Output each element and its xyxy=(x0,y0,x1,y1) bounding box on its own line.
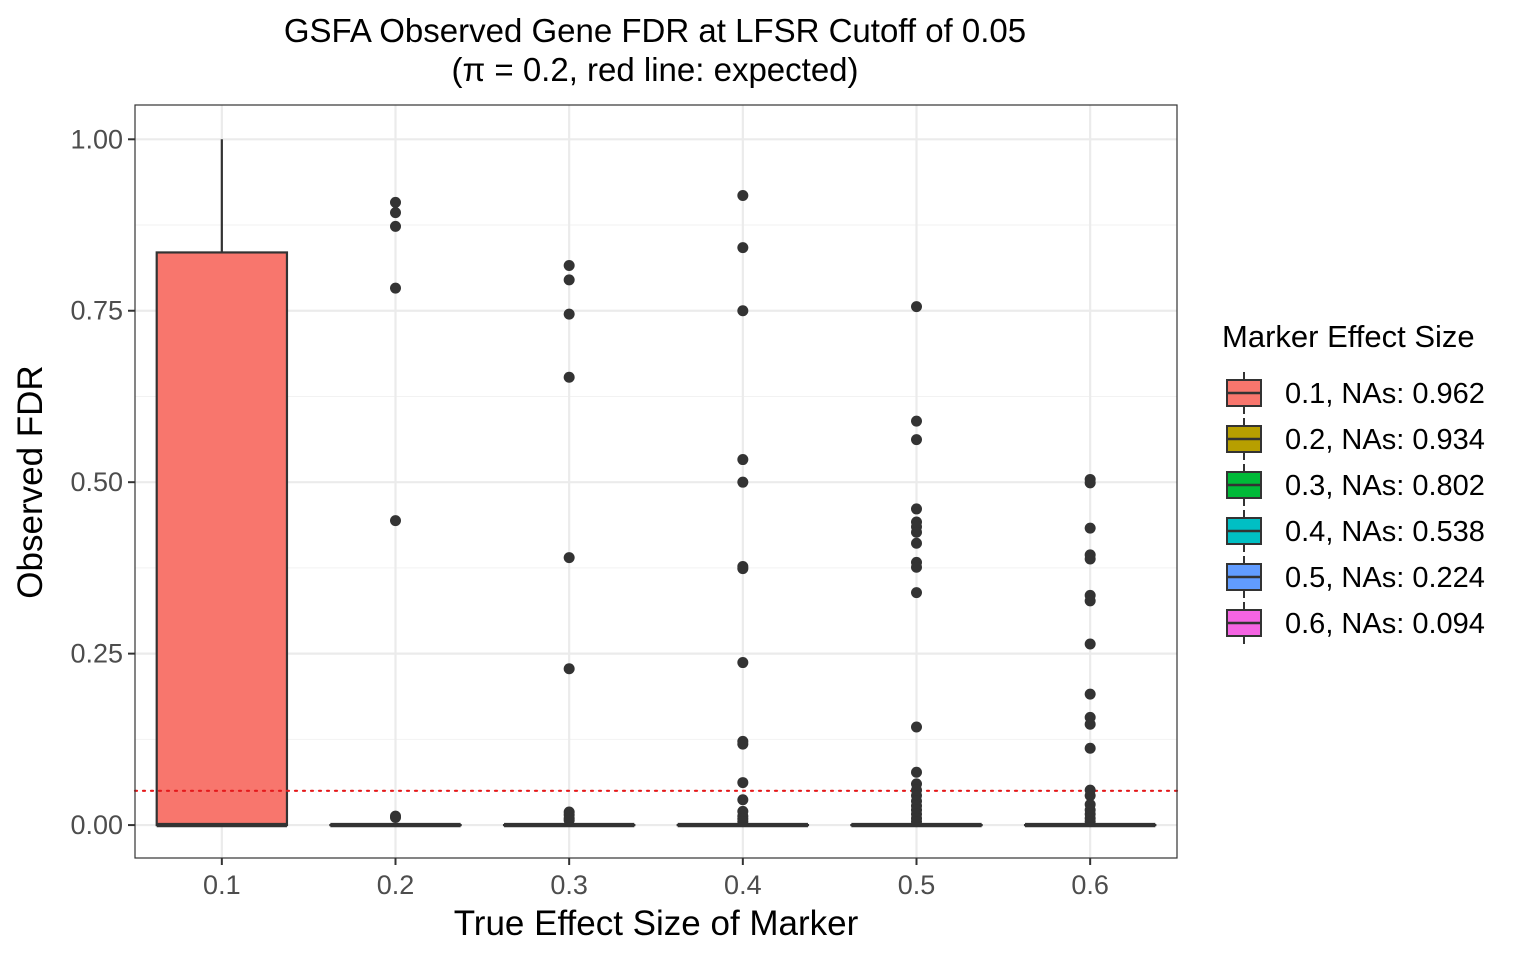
outlier-point xyxy=(737,454,749,466)
box-body xyxy=(155,251,289,827)
x-axis-title: True Effect Size of Marker xyxy=(454,904,859,943)
outlier-point xyxy=(911,537,922,549)
legend-item: 0.3, NAs: 0.802 xyxy=(1226,464,1485,506)
outlier-point xyxy=(911,766,922,778)
outlier-point xyxy=(737,242,749,254)
legend-label: 0.2, NAs: 0.934 xyxy=(1285,424,1485,456)
outlier-point xyxy=(390,220,401,232)
legend: Marker Effect Size 0.1, NAs: 0.962 0.2, N… xyxy=(1222,319,1485,644)
legend-label: 0.1, NAs: 0.962 xyxy=(1285,378,1485,410)
outlier-point xyxy=(737,476,749,488)
outlier-point xyxy=(737,190,749,202)
outlier-point xyxy=(911,503,922,515)
outlier-point xyxy=(911,434,922,446)
legend-title: Marker Effect Size xyxy=(1222,319,1475,354)
outlier-point xyxy=(911,415,922,427)
outlier-point xyxy=(563,814,575,826)
outlier-point xyxy=(1084,522,1096,534)
boxes-group xyxy=(133,139,1179,828)
x-axis: 0.1 0.2 0.3 0.4 0.5 0.6 xyxy=(203,858,1109,900)
y-axis: 0.00 0.25 0.50 0.75 1.00 xyxy=(70,124,135,840)
outlier-point xyxy=(1084,638,1096,650)
outlier-point xyxy=(1084,742,1096,754)
legend-label: 0.4, NAs: 0.538 xyxy=(1285,516,1485,548)
outlier-point xyxy=(390,515,401,527)
outlier-point xyxy=(737,657,749,669)
outlier-point xyxy=(737,794,749,806)
y-tick-label: 1.00 xyxy=(70,124,123,154)
x-tick-label: 0.5 xyxy=(898,870,936,900)
legend-item: 0.4, NAs: 0.538 xyxy=(1226,510,1485,552)
legend-label: 0.5, NAs: 0.224 xyxy=(1285,562,1485,594)
x-tick-label: 0.6 xyxy=(1071,870,1109,900)
outlier-point xyxy=(563,274,575,286)
chart-subtitle: (π = 0.2, red line: expected) xyxy=(451,51,858,88)
y-axis-title: Observed FDR xyxy=(11,365,50,598)
outlier-point xyxy=(911,816,922,828)
outliers-group xyxy=(390,190,1096,828)
outlier-point xyxy=(1084,790,1096,802)
outlier-point xyxy=(911,301,922,313)
legend-item: 0.1, NAs: 0.962 xyxy=(1226,372,1485,414)
outlier-point xyxy=(1084,718,1096,730)
outlier-point xyxy=(563,552,575,564)
outlier-point xyxy=(911,526,922,538)
y-tick-label: 0.25 xyxy=(70,639,123,669)
legend-item: 0.2, NAs: 0.934 xyxy=(1226,418,1485,460)
outlier-point xyxy=(563,371,575,383)
x-tick-label: 0.1 xyxy=(203,870,241,900)
x-tick-label: 0.4 xyxy=(724,870,762,900)
outlier-point xyxy=(737,738,749,750)
y-tick-label: 0.50 xyxy=(70,467,123,497)
outlier-point xyxy=(390,282,401,294)
outlier-point xyxy=(911,587,922,599)
outlier-point xyxy=(563,308,575,320)
outlier-point xyxy=(911,721,922,733)
outlier-point xyxy=(911,561,922,573)
outlier-point xyxy=(737,777,749,789)
outlier-point xyxy=(390,196,401,208)
outlier-point xyxy=(1084,595,1096,607)
legend-label: 0.6, NAs: 0.094 xyxy=(1285,608,1485,640)
box-0.1 xyxy=(155,139,289,828)
x-tick-label: 0.3 xyxy=(550,870,588,900)
legend-label: 0.3, NAs: 0.802 xyxy=(1285,470,1485,502)
outlier-point xyxy=(1084,688,1096,700)
outlier-point xyxy=(1084,816,1096,828)
outlier-point xyxy=(737,305,749,317)
outlier-point xyxy=(390,207,401,219)
legend-item: 0.6, NAs: 0.094 xyxy=(1226,602,1485,644)
outlier-point xyxy=(390,812,401,824)
y-tick-label: 0.00 xyxy=(70,810,123,840)
y-tick-label: 0.75 xyxy=(70,296,123,326)
outlier-point xyxy=(737,816,749,828)
outlier-point xyxy=(563,663,575,675)
outlier-point xyxy=(1084,477,1096,489)
chart-title: GSFA Observed Gene FDR at LFSR Cutoff of… xyxy=(284,12,1026,49)
outlier-point xyxy=(563,259,575,271)
x-tick-label: 0.2 xyxy=(377,870,415,900)
outlier-point xyxy=(737,563,749,575)
legend-items: 0.1, NAs: 0.962 0.2, NAs: 0.934 0.3, NAs: … xyxy=(1226,372,1485,644)
outlier-point xyxy=(1084,553,1096,565)
legend-item: 0.5, NAs: 0.224 xyxy=(1226,556,1485,598)
